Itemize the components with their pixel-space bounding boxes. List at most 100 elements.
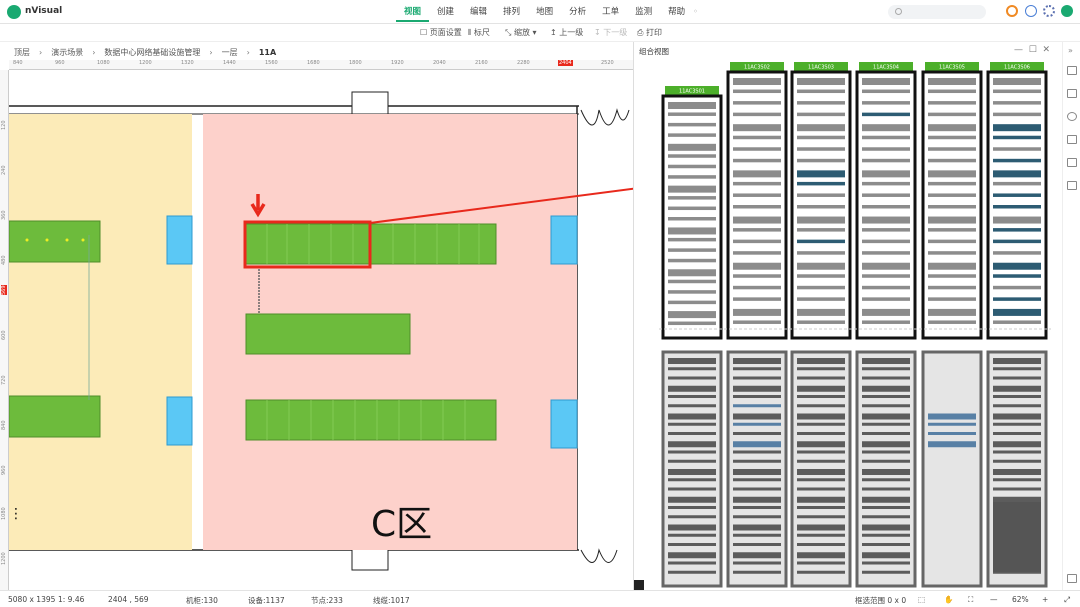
rack-device	[733, 404, 781, 408]
rack-device	[862, 228, 910, 232]
rack-device	[993, 170, 1041, 178]
rack-device	[668, 367, 716, 371]
properties-icon[interactable]	[1067, 89, 1077, 98]
rack-device	[928, 413, 976, 420]
rack-device	[797, 515, 845, 519]
rack-device	[993, 358, 1041, 364]
breadcrumb-item[interactable]: 一层	[221, 47, 238, 57]
ruler-button[interactable]: ⫴ 标尺	[468, 28, 490, 37]
status-bar: 5080 x 1395 1: 9.46 2404 , 569 机柜:130 设备…	[0, 590, 1080, 607]
breadcrumb-item[interactable]: 顶层	[14, 47, 30, 57]
layers-icon[interactable]	[1067, 66, 1077, 75]
pointer-tool-icon[interactable]: ⬚	[918, 595, 926, 604]
rack-device	[797, 413, 845, 420]
print-button[interactable]: ⎙ 打印	[637, 28, 662, 37]
user-avatar-icon[interactable]	[1061, 5, 1073, 17]
gear-icon[interactable]	[1043, 5, 1055, 17]
rack-device	[797, 570, 845, 574]
fullscreen-icon[interactable]: ⤢	[1064, 595, 1070, 604]
rack-device	[668, 413, 716, 420]
menu-map[interactable]: 地图	[536, 7, 554, 17]
rack-device	[862, 450, 910, 454]
rack-device	[797, 459, 845, 463]
menu-arrange[interactable]: 排列	[503, 7, 521, 17]
main-menu: 视图 创建 编辑 排列 地图 分析 工单 监测 帮助 ◦	[396, 0, 698, 24]
cooling-unit	[166, 396, 193, 446]
rack-row	[245, 313, 411, 355]
rack-device	[993, 147, 1041, 151]
menu-workorder[interactable]: 工单	[602, 7, 620, 17]
selected-rack-highlight	[243, 220, 372, 269]
rack-device	[733, 297, 781, 301]
minimize-icon[interactable]: —	[1014, 45, 1023, 55]
ruler-tick-label: 1800	[349, 60, 362, 66]
rack-device	[862, 524, 910, 531]
rack-device	[862, 469, 910, 475]
floor-plan-canvas[interactable]: C区 ⋮	[9, 70, 633, 590]
rack-device	[733, 478, 781, 482]
rack-device	[928, 124, 976, 132]
rack-device	[862, 367, 910, 371]
fit-screen-icon[interactable]: ⛶	[968, 595, 974, 604]
rack-device	[733, 543, 781, 546]
close-icon[interactable]: ✕	[1042, 45, 1051, 55]
monitor-icon[interactable]	[1067, 181, 1077, 190]
menu-help[interactable]: 帮助	[668, 7, 686, 17]
rack-device	[797, 478, 845, 482]
info-icon[interactable]	[1025, 5, 1037, 17]
collapse-icon[interactable]: »	[1068, 46, 1073, 55]
menu-icon[interactable]	[1067, 574, 1077, 583]
rack-device	[733, 524, 781, 531]
view-toolbar: ☐ 页面设置 ⫴ 标尺 ⤡ 缩放 ▾ ↥ 上一级 ↧ 下一级 ⎙ 打印	[0, 24, 1080, 42]
rack-device	[668, 404, 716, 408]
menu-more-icon[interactable]: ◦	[693, 7, 698, 16]
breadcrumb-item[interactable]: 数据中心网络基础设施管理	[104, 47, 201, 57]
hand-tool-icon[interactable]: ✋	[944, 595, 954, 604]
menu-create[interactable]: 创建	[437, 7, 455, 17]
menu-monitor[interactable]: 监测	[635, 7, 653, 17]
rack-label: 11AC3S03	[808, 65, 834, 71]
down-level-button[interactable]: ↧ 下一级	[594, 28, 628, 37]
up-level-button[interactable]: ↥ 上一级	[550, 28, 584, 37]
combined-view-panel: 组合视图 — ☐ ✕ 11AC3S01 11AC3S02 11AC3S03 11AC3…	[633, 42, 1062, 590]
page-setup-button[interactable]: ☐ 页面设置	[420, 28, 462, 37]
zoom-in-button[interactable]: +	[1042, 595, 1049, 604]
rack-device	[797, 469, 845, 475]
rack-device	[993, 181, 1041, 186]
rack-device	[797, 496, 845, 503]
rack-device	[797, 216, 845, 224]
device-count: 设备:1137	[248, 596, 285, 605]
rack-device	[862, 496, 910, 503]
rack-device	[668, 450, 716, 454]
maximize-icon[interactable]: ☐	[1028, 45, 1037, 55]
rack-device	[797, 395, 845, 398]
network-icon[interactable]	[1067, 112, 1077, 121]
rack-device	[668, 227, 716, 235]
swap-icon[interactable]	[1067, 135, 1077, 144]
list-icon[interactable]	[1067, 158, 1077, 167]
menu-analysis[interactable]: 分析	[569, 7, 587, 17]
rack-device	[733, 181, 781, 186]
ruler-tick-label: 1200	[1, 552, 7, 565]
rack-device	[733, 193, 781, 197]
menu-view[interactable]: 视图	[396, 0, 430, 22]
search-input[interactable]	[888, 5, 986, 19]
rack-device	[668, 469, 716, 475]
rack-device	[862, 124, 910, 132]
menu-edit[interactable]: 编辑	[470, 7, 488, 17]
rack-elevation-svg: 11AC3S01 11AC3S02 11AC3S03 11AC3S04 11AC3S05…	[634, 62, 1051, 590]
rack-label-bg	[859, 62, 913, 71]
zoom-out-button[interactable]: —	[990, 595, 998, 604]
rack-device	[797, 422, 845, 426]
rack-device	[928, 101, 976, 105]
zoom-button[interactable]: ⤡ 缩放 ▾	[505, 28, 537, 37]
page-setup-label: 页面设置	[429, 28, 462, 37]
rack-label-bg	[730, 62, 784, 71]
clock-icon[interactable]	[1006, 5, 1018, 17]
yellow-zone	[9, 114, 192, 550]
rack-device	[733, 385, 781, 392]
rack-device	[993, 135, 1041, 140]
breadcrumb-item[interactable]: 演示场景	[51, 47, 84, 57]
ruler-tick-label: 120	[1, 120, 7, 130]
rack-device	[733, 135, 781, 140]
